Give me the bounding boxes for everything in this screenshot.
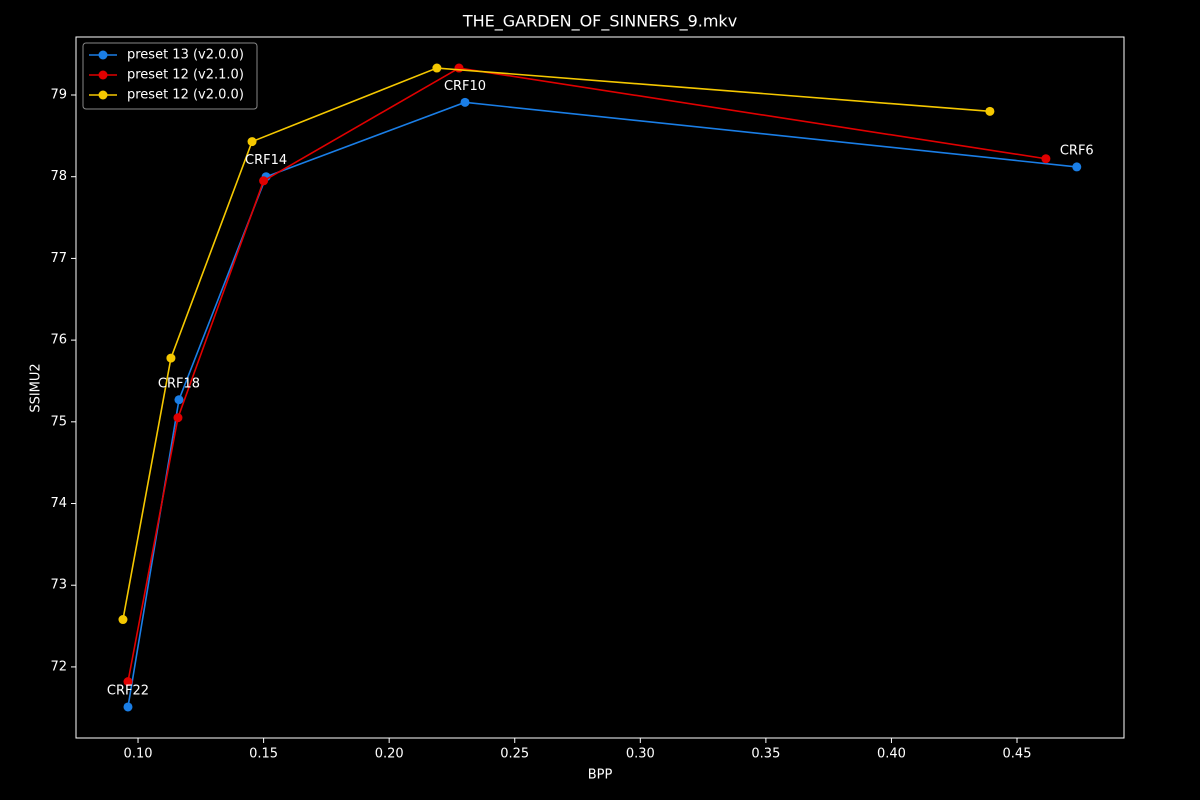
data-point [118,615,128,625]
data-point [454,63,464,73]
x-tick-label: 0.15 [249,747,278,762]
x-tick-label: 0.30 [626,747,655,762]
y-axis-label: SSIMU2 [29,363,44,412]
data-point [123,702,133,712]
y-tick-label: 72 [50,659,67,674]
data-point [985,106,995,116]
point-label: CRF22 [107,683,149,698]
legend-box [82,42,258,110]
data-point [173,413,183,423]
x-tick-label: 0.40 [877,747,906,762]
y-tick-label: 78 [50,169,67,184]
point-label: CRF14 [245,153,287,168]
x-tick-label: 0.25 [500,747,529,762]
point-label: CRF6 [1060,143,1094,158]
series-line [122,67,990,620]
x-tick-label: 0.35 [751,747,780,762]
point-label: CRF18 [158,376,200,391]
plot-frame [75,36,1125,739]
point-label: CRF10 [444,79,486,94]
data-point [247,137,257,147]
data-point [174,395,184,405]
legend-marker [98,50,108,60]
data-point [432,63,442,73]
data-point [1072,162,1082,172]
y-tick-label: 74 [50,496,67,511]
x-axis-label: BPP [588,768,613,783]
x-tick-label: 0.45 [1003,747,1032,762]
y-tick-label: 75 [50,414,67,429]
y-tick-label: 77 [50,251,67,266]
data-point [166,353,176,363]
data-point [259,176,269,186]
legend-marker [98,70,108,80]
legend-marker [98,90,108,100]
chart-title: THE_GARDEN_OF_SINNERS_9.mkv [462,12,737,32]
y-tick-label: 76 [50,333,67,348]
series-line [127,101,1077,708]
data-point [460,97,470,107]
y-tick-label: 73 [50,578,67,593]
y-tick-label: 79 [50,88,67,103]
legend-label: preset 12 (v2.1.0) [127,68,244,83]
data-point [123,677,133,687]
legend-label: preset 13 (v2.0.0) [127,48,244,63]
x-tick-label: 0.20 [375,747,404,762]
legend-label: preset 12 (v2.0.0) [127,88,244,103]
data-point [1041,154,1051,164]
x-tick-label: 0.10 [124,747,153,762]
